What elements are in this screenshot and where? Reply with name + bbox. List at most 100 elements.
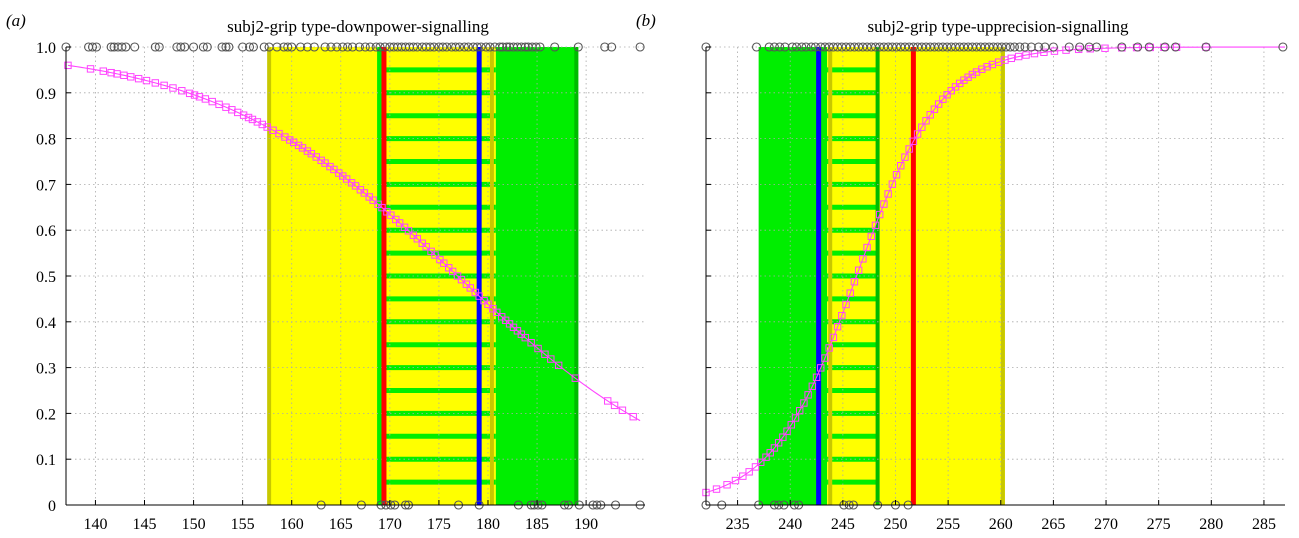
panel-a: (a) subj2-grip type-downpower-signalling… bbox=[6, 11, 645, 533]
trial-success-marker bbox=[302, 42, 312, 52]
curve-marker bbox=[303, 147, 312, 155]
x-tick-label: 245 bbox=[831, 516, 855, 533]
x-tick-label: 155 bbox=[231, 516, 255, 533]
trial-success-marker bbox=[244, 42, 255, 52]
curve-marker bbox=[86, 65, 95, 73]
trial-success-marker bbox=[343, 42, 353, 52]
curve-marker bbox=[1030, 49, 1039, 58]
trial-success-marker bbox=[1009, 42, 1019, 52]
trial-success-marker bbox=[91, 42, 101, 52]
curve-marker bbox=[983, 63, 991, 71]
trial-success-marker bbox=[283, 42, 293, 52]
curve-marker bbox=[757, 458, 765, 467]
curve-marker bbox=[413, 235, 422, 243]
curve-marker bbox=[395, 219, 404, 227]
x-tick-label: 190 bbox=[574, 516, 598, 533]
curve-marker bbox=[751, 463, 760, 471]
x-tick-label: 140 bbox=[83, 516, 107, 533]
curve-marker bbox=[842, 300, 850, 309]
trial-success-marker bbox=[375, 42, 385, 52]
curve-marker bbox=[880, 200, 888, 208]
trial-success-marker bbox=[535, 42, 545, 52]
trial-success-marker bbox=[502, 42, 512, 52]
curve-marker bbox=[160, 81, 168, 90]
curve-marker bbox=[808, 382, 817, 390]
trial-success-marker bbox=[412, 42, 422, 52]
x-tick-label: 240 bbox=[778, 516, 802, 533]
trial-success-marker bbox=[481, 42, 491, 52]
x-tick-label: 280 bbox=[1199, 516, 1223, 533]
trial-success-marker bbox=[408, 42, 418, 52]
y-tick-label: 0.1 bbox=[36, 452, 56, 469]
curve-marker bbox=[712, 485, 721, 493]
trial-success-marker bbox=[1170, 42, 1181, 52]
trial-success-marker bbox=[117, 42, 127, 52]
x-tick-label: 175 bbox=[427, 516, 451, 533]
curve-marker bbox=[228, 106, 236, 114]
panel-b-trials bbox=[701, 42, 1288, 510]
curve-marker bbox=[897, 162, 905, 170]
curve-marker bbox=[169, 84, 177, 92]
curve-marker bbox=[922, 117, 930, 125]
curve-marker bbox=[939, 95, 947, 103]
trial-success-marker bbox=[780, 42, 790, 52]
curve-marker bbox=[610, 401, 619, 410]
trial-success-marker bbox=[309, 42, 319, 52]
curve-marker bbox=[905, 145, 913, 153]
panel-b-bands bbox=[758, 47, 1005, 505]
trial-success-marker bbox=[787, 42, 797, 52]
trial-success-marker bbox=[295, 42, 306, 52]
curve-marker bbox=[968, 70, 977, 79]
curve-marker bbox=[888, 180, 897, 188]
curve-marker bbox=[1014, 52, 1023, 61]
trial-success-marker bbox=[454, 42, 465, 52]
trial-success-marker bbox=[238, 42, 248, 52]
panel-a-fitted-curve bbox=[64, 61, 641, 422]
panel-a-bands bbox=[267, 47, 579, 505]
curve-marker bbox=[943, 91, 951, 99]
curve-marker bbox=[404, 227, 413, 235]
trial-success-marker bbox=[106, 42, 116, 52]
trial-success-marker bbox=[1005, 42, 1015, 52]
x-tick-label: 185 bbox=[525, 516, 549, 533]
trial-success-marker bbox=[121, 42, 131, 52]
trial-success-marker bbox=[1015, 42, 1025, 52]
curve-marker bbox=[527, 339, 535, 347]
curve-marker bbox=[739, 472, 747, 480]
curve-marker bbox=[195, 93, 204, 101]
y-tick-label: 0.6 bbox=[36, 223, 56, 240]
curve-marker bbox=[142, 76, 151, 85]
x-tick-label: 265 bbox=[1041, 516, 1065, 533]
curve-marker bbox=[134, 74, 143, 83]
x-tick-label: 275 bbox=[1147, 516, 1171, 533]
trial-success-marker bbox=[1133, 42, 1143, 52]
trial-success-marker bbox=[764, 42, 774, 52]
trial-success-marker bbox=[1278, 42, 1288, 52]
curve-marker bbox=[800, 399, 808, 407]
y-tick-label: 0 bbox=[48, 498, 56, 515]
curve-marker bbox=[909, 137, 918, 145]
trial-success-marker bbox=[1092, 42, 1102, 52]
curve-marker bbox=[351, 182, 360, 190]
y-tick-label: 0.5 bbox=[36, 269, 56, 286]
curve-marker bbox=[791, 414, 800, 422]
trial-success-marker bbox=[180, 42, 190, 52]
panel-b-axes: 235 240 245 250 255 260 265 270 275 280 285 bbox=[705, 46, 1285, 533]
curve-marker bbox=[244, 113, 253, 122]
curve-marker bbox=[926, 111, 934, 119]
trial-success-marker bbox=[198, 42, 208, 52]
curve-marker bbox=[185, 89, 194, 98]
trial-success-marker bbox=[810, 42, 821, 52]
curve-marker bbox=[859, 255, 867, 263]
trial-success-marker bbox=[797, 42, 807, 52]
trial-success-marker bbox=[573, 42, 583, 52]
trial-success-marker bbox=[751, 42, 762, 52]
trial-success-marker bbox=[463, 42, 473, 52]
curve-marker bbox=[762, 453, 770, 461]
panel-b-reference-lines bbox=[816, 47, 916, 505]
trial-success-marker bbox=[607, 42, 617, 52]
trial-success-marker bbox=[791, 42, 802, 52]
trial-success-marker bbox=[154, 42, 164, 52]
trial-success-marker bbox=[150, 42, 160, 52]
x-tick-label: 260 bbox=[989, 516, 1013, 533]
